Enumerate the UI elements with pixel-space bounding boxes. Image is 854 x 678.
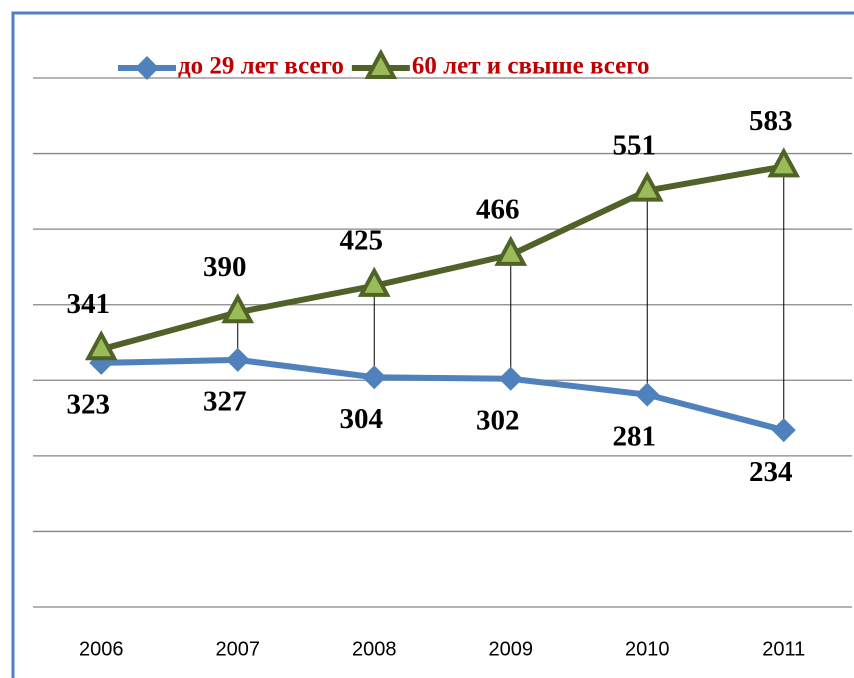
x-tick-label: 2007 bbox=[216, 638, 261, 660]
marker bbox=[498, 366, 523, 391]
data-label: 551 bbox=[613, 129, 657, 161]
marker bbox=[494, 235, 528, 266]
marker bbox=[357, 266, 391, 297]
frame bbox=[11, 11, 854, 678]
series-line bbox=[101, 356, 785, 434]
data-label: 323 bbox=[67, 389, 111, 421]
marker bbox=[364, 48, 398, 79]
marker bbox=[84, 330, 118, 361]
x-tick-label: 2008 bbox=[352, 638, 397, 660]
data-label: 425 bbox=[340, 224, 384, 256]
data-label: 327 bbox=[203, 386, 247, 418]
data-label: 583 bbox=[749, 105, 793, 137]
series-line bbox=[100, 163, 785, 353]
legend-label: до 29 лет всего bbox=[178, 53, 344, 80]
data-label: 390 bbox=[203, 251, 247, 283]
x-tick-label: 2006 bbox=[79, 638, 124, 660]
data-label: 281 bbox=[613, 420, 657, 452]
marker bbox=[225, 347, 250, 372]
data-label: 304 bbox=[340, 403, 384, 435]
marker bbox=[767, 147, 801, 178]
x-tick-label: 2010 bbox=[625, 638, 670, 660]
data-label: 234 bbox=[749, 456, 793, 488]
marker bbox=[221, 293, 255, 324]
data-label: 341 bbox=[67, 288, 111, 320]
x-tick-label: 2011 bbox=[762, 638, 805, 660]
marker bbox=[635, 382, 660, 407]
marker bbox=[771, 418, 796, 443]
marker bbox=[362, 365, 387, 390]
data-label: 302 bbox=[476, 404, 520, 436]
x-tick-label: 2009 bbox=[489, 638, 534, 660]
marker bbox=[630, 171, 664, 202]
legend-label: 60 лет и свыше всего bbox=[412, 53, 650, 80]
data-label: 466 bbox=[476, 193, 520, 225]
marker bbox=[135, 56, 159, 80]
